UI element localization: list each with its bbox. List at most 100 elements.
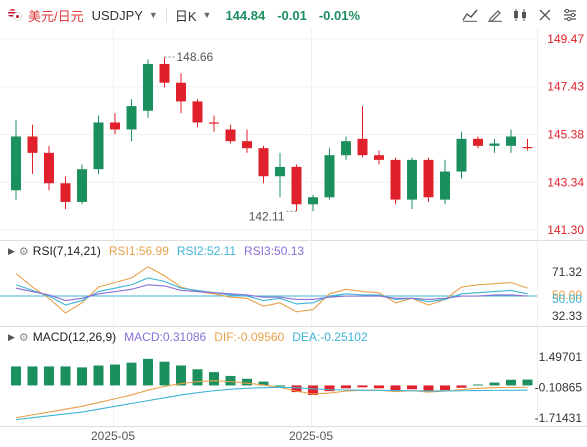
candle [341, 141, 351, 156]
macd-bar [456, 385, 467, 388]
macd-title[interactable]: MACD(12,26,9) [32, 330, 117, 344]
macd-bar [440, 385, 450, 391]
macd-settings-icon[interactable]: ⚙ [18, 331, 29, 344]
candle [456, 138, 467, 172]
macd-bar [489, 382, 500, 386]
rsi-y-label: 71.32 [552, 265, 582, 279]
last-price: 144.84 [225, 7, 266, 23]
rsi3-value: RSI3:50.13 [244, 244, 305, 258]
macd-bar [341, 385, 351, 389]
candle [176, 82, 186, 102]
rsi-y-label: 50.00 [552, 292, 582, 306]
macd-y-label: 1.49701 [539, 350, 583, 364]
candle [390, 159, 401, 200]
rsi-collapse-icon[interactable]: ▶ [8, 245, 15, 256]
candle [473, 138, 483, 146]
macd-bar [473, 384, 483, 386]
high-label: 148.66 [177, 50, 214, 64]
macd-bar [291, 385, 302, 393]
macd-bar [27, 366, 38, 386]
candle [110, 122, 120, 130]
fullscreen-icon[interactable] [534, 6, 556, 24]
rsi2-line [15, 277, 528, 306]
macd-bar [522, 379, 533, 386]
toolbar [456, 6, 581, 24]
symbol-code[interactable]: USDJPY [91, 7, 143, 23]
macd-bar [423, 385, 434, 392]
dea-value: DEA:-0.25102 [292, 330, 368, 344]
macd-bar [60, 366, 71, 386]
settings-icon[interactable] [559, 6, 581, 24]
candle [93, 122, 104, 170]
macd-bar [242, 378, 252, 386]
price-change: -0.01 [277, 7, 307, 23]
candle [324, 155, 335, 198]
indicator-icon[interactable] [459, 6, 481, 24]
candle [489, 143, 500, 146]
draw-icon[interactable] [484, 6, 506, 24]
macd-bar [93, 365, 104, 386]
candle [291, 166, 302, 205]
dea-line [15, 386, 528, 421]
chart-header: 美元/日元 USDJPY ▼ 日K ▼ 144.84 -0.01 -0.01% [0, 0, 587, 28]
rsi2-value: RSI2:52.11 [176, 244, 237, 258]
candle [60, 183, 71, 202]
candle [357, 138, 368, 156]
macd-bar [407, 385, 417, 390]
y-tick-label: 145.38 [547, 128, 584, 142]
candle [258, 148, 269, 177]
rsi-y-label: 50.00 [552, 288, 582, 302]
dif-value: DIF:-0.09560 [214, 330, 285, 344]
candle [27, 136, 38, 153]
dif-line [15, 380, 528, 419]
symbol-bar: 美元/日元 USDJPY ▼ 日K ▼ 144.84 -0.01 -0.01% [8, 6, 360, 24]
usd-jpy-flag-icon [8, 9, 22, 21]
pair-name[interactable]: 美元/日元 [28, 8, 84, 24]
low-label: 142.11 [249, 209, 285, 223]
macd-header: ▶ ⚙ MACD(12,26,9) MACD:0.31086 DIF:-0.09… [8, 329, 368, 345]
y-tick-label: 143.34 [547, 175, 584, 189]
rsi-settings-icon[interactable]: ⚙ [18, 245, 29, 258]
rsi-title[interactable]: RSI(7,14,21) [32, 244, 101, 258]
candle [423, 159, 434, 198]
macd-bar [126, 362, 137, 386]
macd-bar [308, 385, 318, 395]
candle [506, 136, 516, 146]
candle [407, 159, 417, 200]
chart-type-icon[interactable] [509, 6, 531, 24]
x-tick-label: 2025-05 [91, 429, 135, 443]
rsi-header: ▶ ⚙ RSI(7,14,21) RSI1:56.99 RSI2:52.11 R… [8, 243, 304, 259]
candle [143, 64, 153, 111]
macd-bar [209, 372, 219, 386]
rsi1-line [15, 266, 528, 314]
candle [374, 155, 384, 160]
macd-value: MACD:0.31086 [124, 330, 207, 344]
macd-bar [192, 369, 203, 386]
rsi-y-label: 32.33 [552, 309, 582, 323]
period-selector[interactable]: 日K [174, 8, 197, 24]
period-dropdown-icon[interactable]: ▼ [202, 10, 212, 20]
y-tick-label: 149.47 [547, 32, 584, 46]
candle [522, 147, 533, 149]
rsi3-line [15, 284, 528, 302]
macd-collapse-icon[interactable]: ▶ [8, 331, 15, 342]
macd-bar [77, 367, 87, 386]
candle [126, 106, 137, 130]
y-tick-label: 147.43 [547, 80, 584, 94]
macd-bar [374, 385, 384, 389]
candle [242, 141, 252, 149]
macd-bar [324, 385, 335, 392]
candle [308, 197, 318, 205]
candle [209, 122, 219, 124]
candle [77, 169, 87, 202]
candle [11, 136, 21, 191]
macd-bar [44, 366, 54, 386]
y-tick-label: 141.30 [547, 223, 584, 237]
macd-bar [506, 379, 516, 386]
price-change-percent: -0.01% [318, 7, 361, 23]
macd-bar [110, 364, 120, 386]
symbol-dropdown-icon[interactable]: ▼ [148, 10, 158, 20]
candle [275, 166, 285, 177]
macd-bar [275, 385, 285, 387]
